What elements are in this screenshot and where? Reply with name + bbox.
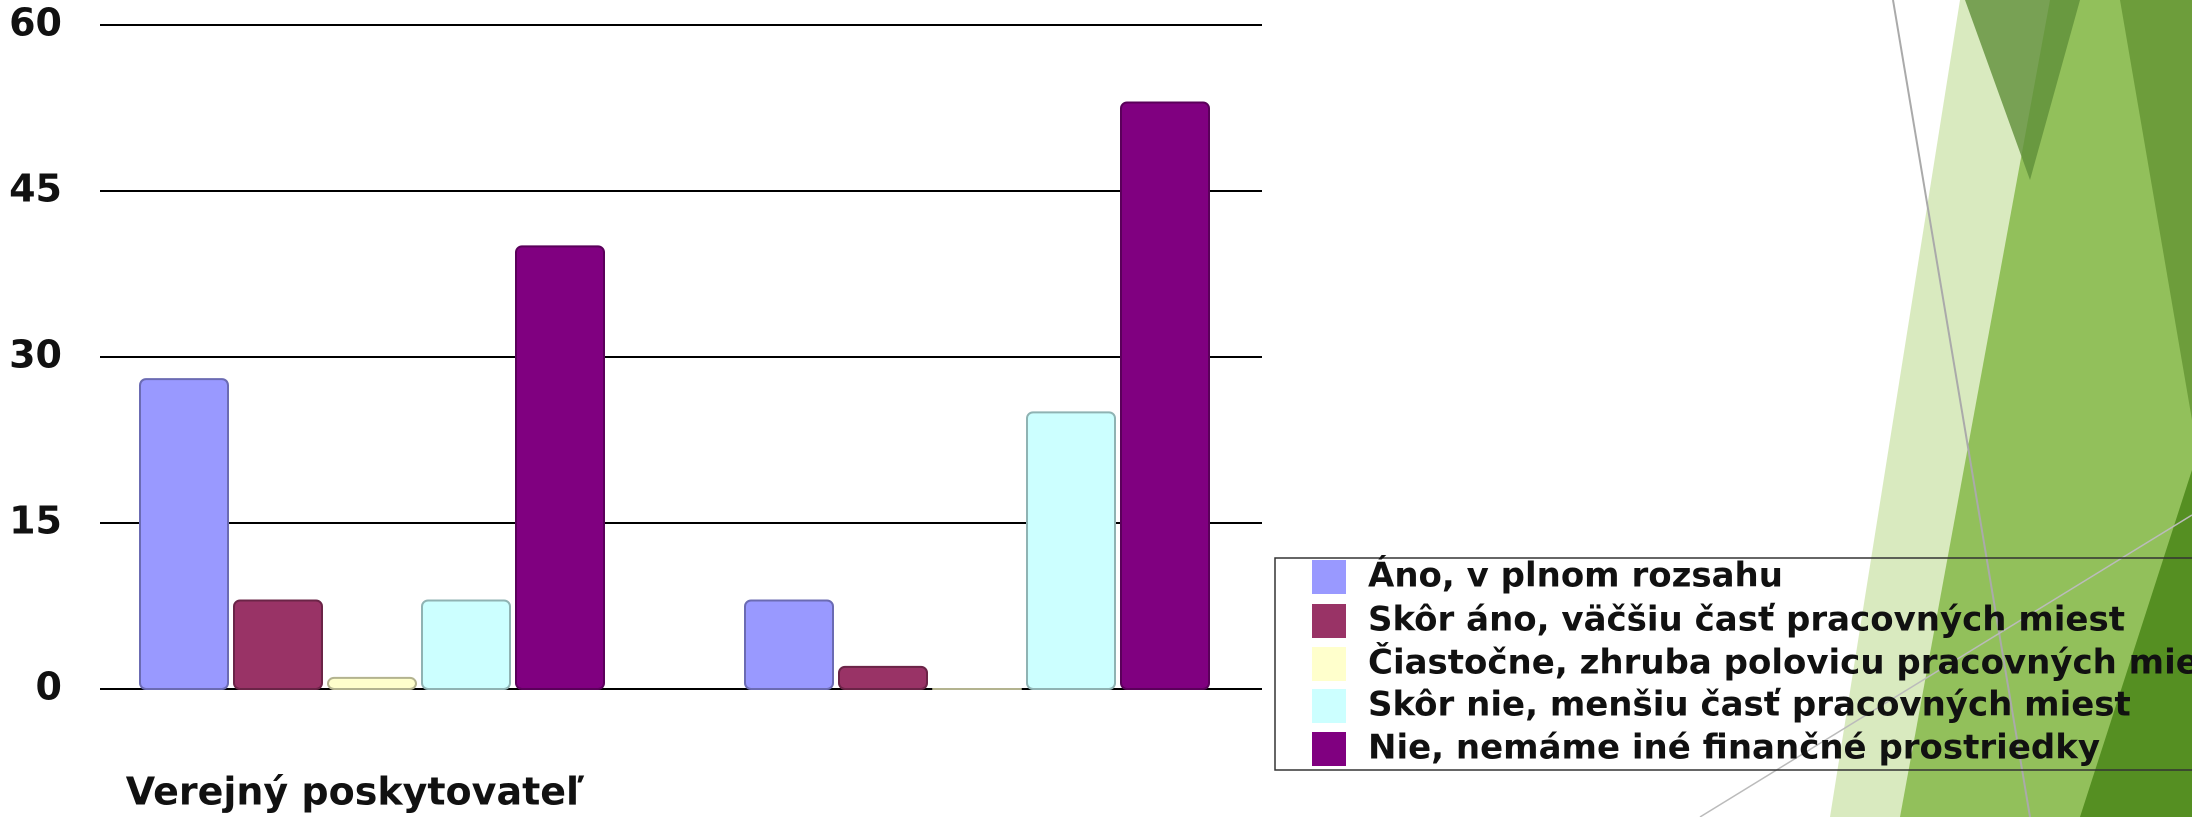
y-tick-label: 0 [36, 665, 62, 709]
legend-marker [1312, 732, 1346, 766]
legend-label: Áno, v plnom rozsahu [1368, 555, 1783, 596]
y-tick-label: 15 [9, 499, 62, 543]
legend-label: Nie, nemáme iné finančné prostriedky [1368, 728, 2100, 768]
legend-marker [1312, 689, 1346, 723]
legend-marker [1312, 560, 1346, 594]
bar [140, 379, 228, 689]
legend-marker [1312, 604, 1346, 638]
y-tick-label: 60 [9, 1, 62, 45]
legend-label: Skôr áno, väčšiu časť pracovných miest [1368, 600, 2125, 640]
bar [516, 246, 604, 689]
bar [1027, 412, 1115, 689]
bar [234, 600, 322, 689]
bar [422, 600, 510, 689]
legend-label: Skôr nie, menšiu časť pracovných miest [1368, 685, 2131, 725]
y-tick-label: 45 [9, 167, 62, 211]
y-tick-label: 30 [9, 333, 62, 377]
legend-marker [1312, 647, 1346, 681]
bar [745, 600, 833, 689]
bar [328, 678, 416, 689]
chart: 0 15 30 45 60 Verejný poskytovateľ Áno, v plno… [0, 0, 2192, 817]
x-tick-label: Verejný poskytovateľ [126, 770, 585, 814]
bar [839, 667, 927, 689]
bar [1121, 102, 1209, 689]
legend-label: Čiastočne, zhruba polovicu pracovných mi… [1368, 642, 2192, 683]
